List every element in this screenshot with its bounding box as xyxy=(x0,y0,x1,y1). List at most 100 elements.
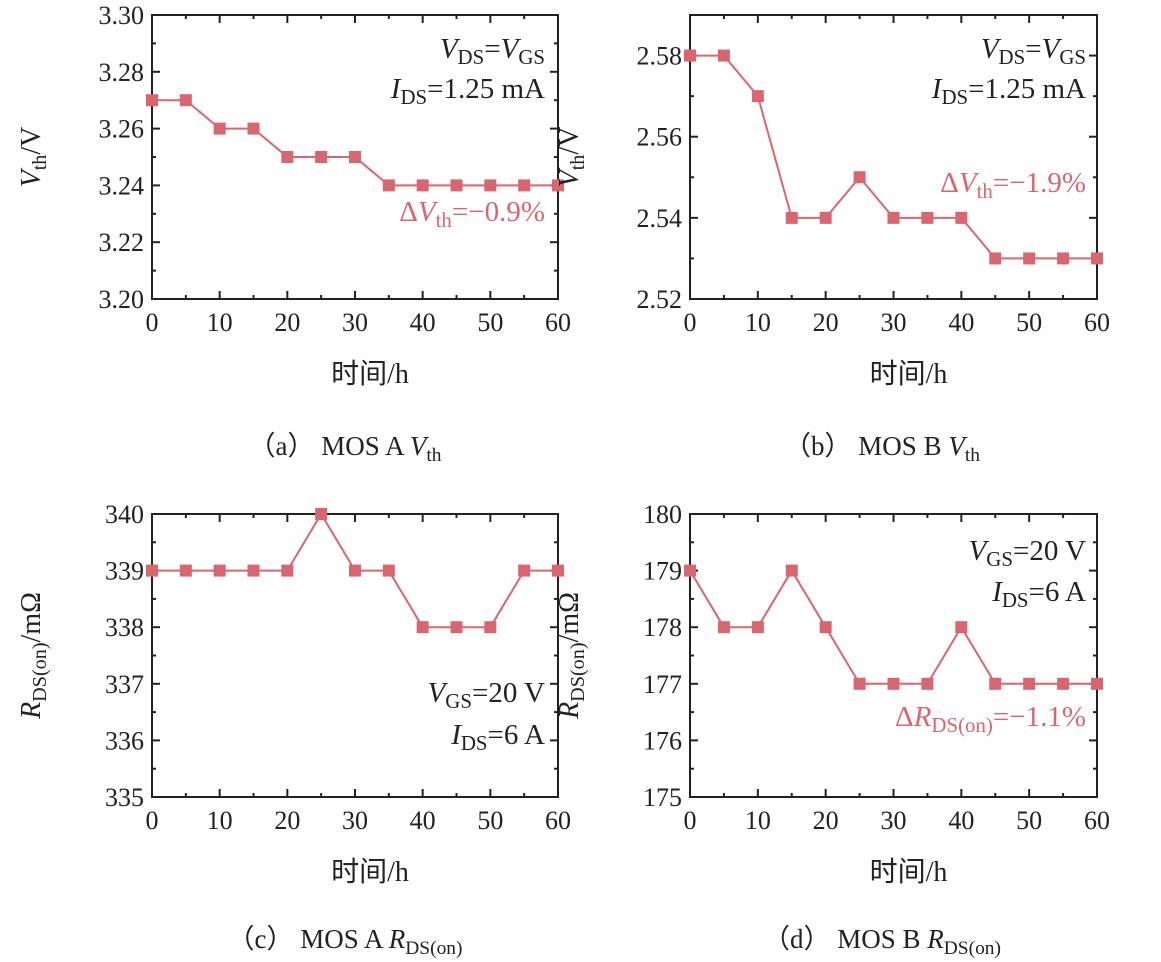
annotation-var: I xyxy=(931,73,943,105)
caption-prefix: （c） MOS A xyxy=(227,924,388,954)
y-tick-label: 177 xyxy=(643,670,682,699)
x-tick-label: 50 xyxy=(1016,308,1042,337)
data-point-marker xyxy=(349,564,361,577)
delta-annotation: ΔVth=−0.9% xyxy=(399,196,545,232)
delta-symbol: Δ xyxy=(895,701,914,733)
delta-value: =−1.9% xyxy=(993,167,1086,199)
data-point-marker xyxy=(955,211,968,224)
x-tick-label: 50 xyxy=(477,806,503,835)
y-axis-label-unit: /V xyxy=(554,127,585,155)
annotation-sub: DS xyxy=(458,45,485,69)
data-point-marker xyxy=(552,179,564,192)
x-tick-label: 60 xyxy=(545,308,571,337)
x-axis-label: 时间/h xyxy=(331,856,409,888)
annotation-sub: GS xyxy=(445,689,472,713)
y-tick-label: 340 xyxy=(105,500,144,529)
annotation-line-2: IDS=1.25 mA xyxy=(390,73,545,109)
annotation-var: V xyxy=(981,33,1002,65)
y-tick-label: 338 xyxy=(105,613,144,642)
annotation-var: V xyxy=(501,33,522,65)
data-point-marker xyxy=(518,179,531,192)
data-point-marker xyxy=(213,564,226,577)
y-axis-label: RDS(on)/mΩ xyxy=(16,592,51,720)
delta-annotation: ΔRDS(on)=−1.1% xyxy=(895,701,1086,737)
data-point-marker xyxy=(853,677,866,690)
x-tick-label: 10 xyxy=(745,806,771,835)
data-point-marker xyxy=(1057,677,1070,690)
data-point-marker xyxy=(416,621,429,634)
x-tick-label: 10 xyxy=(745,308,771,337)
annotation-rest: =6 A xyxy=(488,719,546,751)
caption-sub: DS(on) xyxy=(405,938,462,959)
y-tick-label: 339 xyxy=(105,557,144,586)
y-tick-label: 3.26 xyxy=(99,115,145,144)
annotation-rest: =20 V xyxy=(1013,535,1086,567)
data-point-marker xyxy=(1023,677,1036,690)
data-point-marker xyxy=(146,94,158,107)
delta-value: =−0.9% xyxy=(452,196,545,228)
panel-caption: （b） MOS B Vth xyxy=(784,431,980,466)
delta-symbol: Δ xyxy=(399,196,418,228)
x-tick-label: 0 xyxy=(684,806,697,835)
data-point-marker xyxy=(552,564,564,577)
panel-caption: （a） MOS A Vth xyxy=(249,431,442,466)
caption-var: R xyxy=(388,924,406,954)
series-line xyxy=(152,99,558,187)
y-tick-label: 337 xyxy=(105,670,144,699)
y-tick-label: 2.54 xyxy=(637,204,683,233)
annotation-line-1: VDS=VGS xyxy=(981,33,1086,69)
caption-var: V xyxy=(948,431,968,461)
data-point-marker xyxy=(518,564,531,577)
delta-symbol: Δ xyxy=(940,167,959,199)
caption-prefix: （a） MOS A xyxy=(249,431,410,461)
y-tick-label: 3.22 xyxy=(99,228,145,257)
delta-sub: DS(on) xyxy=(931,713,993,737)
annotation-line-1: VDS=VGS xyxy=(440,33,545,69)
data-point-marker xyxy=(853,171,866,184)
y-tick-label: 180 xyxy=(643,500,682,529)
x-tick-label: 20 xyxy=(274,308,300,337)
y-tick-label: 2.56 xyxy=(637,123,683,152)
x-tick-label: 50 xyxy=(1016,806,1042,835)
data-point-marker xyxy=(179,564,192,577)
x-tick-label: 0 xyxy=(146,308,159,337)
y-axis-label-unit: /V xyxy=(16,127,47,155)
x-tick-label: 0 xyxy=(684,308,697,337)
caption-sub: DS(on) xyxy=(944,938,1001,959)
y-axis-label-sub: th xyxy=(567,155,589,171)
data-point-marker xyxy=(416,179,429,192)
annotation-rest: =6 A xyxy=(1029,576,1087,608)
data-point-marker xyxy=(484,179,497,192)
x-tick-label: 40 xyxy=(948,308,974,337)
data-point-marker xyxy=(382,564,395,577)
x-tick-label: 20 xyxy=(274,806,300,835)
annotation-var: V xyxy=(969,535,990,567)
delta-annotation: ΔVth=−1.9% xyxy=(940,167,1086,203)
x-tick-label: 30 xyxy=(342,308,368,337)
data-point-marker xyxy=(247,564,260,577)
annotation-sub: DS xyxy=(1002,588,1029,612)
y-axis-label-var: R xyxy=(554,702,585,720)
chart-panel-b: 0 10 20 30 40 50 602.522.542.562.58时间/hVth/VVD… xyxy=(554,14,1110,466)
data-point-marker xyxy=(315,508,328,520)
data-point-marker xyxy=(450,621,463,634)
x-axis-label: 时间/h xyxy=(331,358,409,390)
annotation-sub: DS xyxy=(941,85,968,109)
data-point-marker xyxy=(819,211,832,224)
x-tick-label: 60 xyxy=(1084,806,1110,835)
x-tick-label: 10 xyxy=(207,806,233,835)
x-tick-label: 60 xyxy=(1084,308,1110,337)
data-point-marker xyxy=(484,621,497,634)
annotation-sub: DS xyxy=(999,45,1026,69)
panel-caption: （c） MOS A RDS(on) xyxy=(227,924,462,959)
x-tick-label: 0 xyxy=(146,806,159,835)
annotation-sub: GS xyxy=(1059,45,1086,69)
x-tick-label: 20 xyxy=(813,308,839,337)
data-point-marker xyxy=(1091,252,1103,265)
data-point-marker xyxy=(717,621,730,634)
y-axis-label-sub: DS(on) xyxy=(29,642,51,701)
y-tick-label: 2.58 xyxy=(637,42,683,71)
data-point-marker xyxy=(349,151,361,163)
annotation-line-1: VGS=20 V xyxy=(969,535,1086,571)
